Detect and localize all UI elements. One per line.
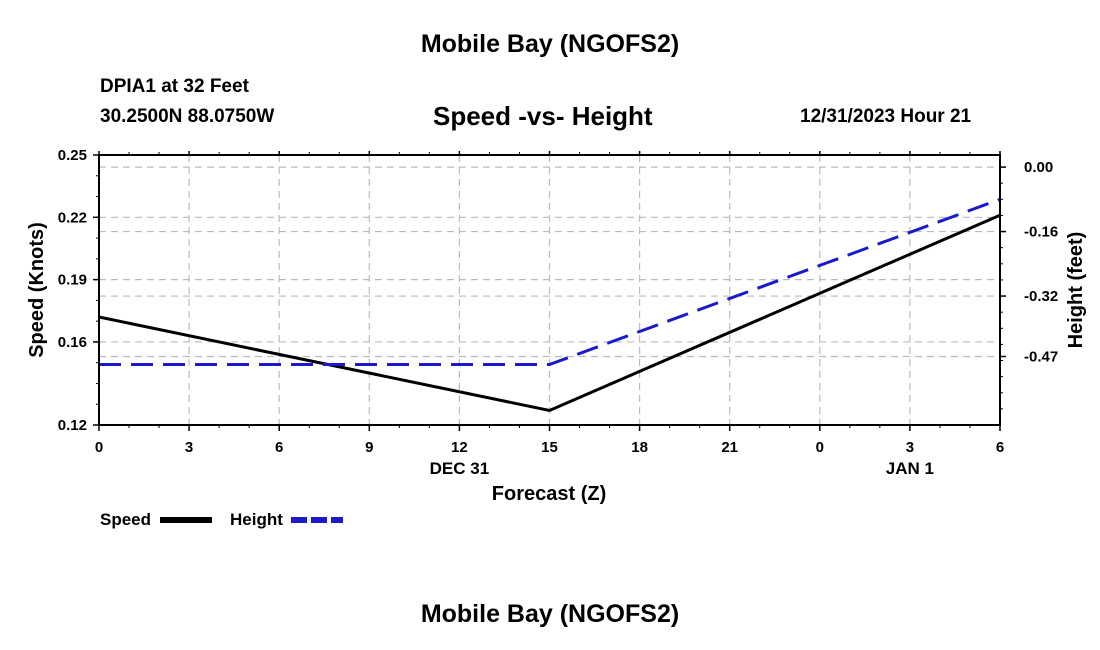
y2-tick-label: -0.32 xyxy=(1024,288,1058,305)
y-tick-label: 0.12 xyxy=(58,417,87,434)
series-line-height xyxy=(99,197,1001,367)
y-axis-label: Speed (Knots) xyxy=(26,222,48,358)
date-label: JAN 1 xyxy=(886,459,934,478)
main-title: Mobile Bay (NGOFS2) xyxy=(420,30,680,58)
x-tick-label: 0 xyxy=(816,439,824,456)
series-line-speed xyxy=(98,213,1001,413)
series-layer xyxy=(98,197,1001,413)
y-tick-label: 0.19 xyxy=(58,272,87,289)
coordinates-label: 30.2500N 88.0750W xyxy=(100,106,275,127)
x-tick-label: 15 xyxy=(541,439,558,456)
station-label: DPIA1 at 32 Feet xyxy=(100,76,249,97)
chart-title: Speed -vs- Height xyxy=(433,101,653,131)
x-tick-label: 21 xyxy=(721,439,738,456)
y-tick-label: 0.25 xyxy=(58,147,87,164)
x-tick-label: 9 xyxy=(365,439,373,456)
y2-axis-label: Height (feet) xyxy=(1065,232,1087,349)
legend-layer: Speed Height xyxy=(100,510,343,529)
x-tick-label: 6 xyxy=(996,439,1004,456)
y2-tick-label: -0.16 xyxy=(1024,224,1058,241)
grid-layer xyxy=(99,155,1000,425)
ticks-layer xyxy=(93,151,1006,431)
y2-tick-label: 0.00 xyxy=(1024,159,1053,176)
x-axis-label: Forecast (Z) xyxy=(492,483,606,505)
footer-title: Mobile Bay (NGOFS2) xyxy=(420,600,680,628)
y2-tick-label: -0.47 xyxy=(1024,348,1058,365)
x-tick-label: 18 xyxy=(631,439,648,456)
x-tick-label: 12 xyxy=(451,439,468,456)
legend-label-height: Height xyxy=(230,510,283,529)
datetime-label: 12/31/2023 Hour 21 xyxy=(800,106,972,127)
y-tick-label: 0.22 xyxy=(58,209,87,226)
labels-layer: 0 3 6 9 12 15 18 21 0 3 6 0.25 0.22 0.19 0.16 0.12 0.00 -… xyxy=(58,147,1058,478)
x-tick-label: 3 xyxy=(906,439,914,456)
y-tick-label: 0.16 xyxy=(58,334,87,351)
x-tick-label: 6 xyxy=(275,439,283,456)
date-label: DEC 31 xyxy=(430,459,490,478)
x-tick-label: 0 xyxy=(95,439,103,456)
x-tick-label: 3 xyxy=(185,439,193,456)
legend-label-speed: Speed xyxy=(100,510,151,529)
